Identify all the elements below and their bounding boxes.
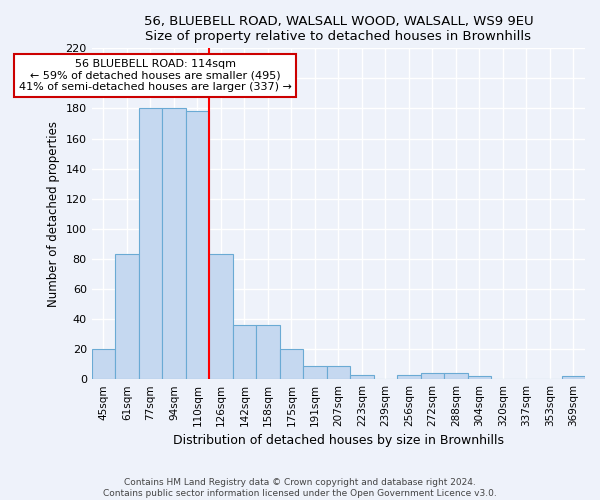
- Bar: [397, 374, 421, 379]
- Bar: [467, 376, 491, 379]
- Bar: [92, 349, 115, 379]
- Bar: [326, 366, 350, 379]
- Bar: [139, 108, 162, 379]
- Bar: [209, 254, 233, 379]
- Bar: [162, 108, 185, 379]
- Bar: [303, 366, 326, 379]
- Bar: [444, 373, 467, 379]
- Bar: [185, 112, 209, 379]
- X-axis label: Distribution of detached houses by size in Brownhills: Distribution of detached houses by size …: [173, 434, 504, 448]
- Bar: [256, 325, 280, 379]
- Bar: [421, 373, 444, 379]
- Bar: [233, 325, 256, 379]
- Bar: [562, 376, 585, 379]
- Bar: [350, 374, 374, 379]
- Text: 56 BLUEBELL ROAD: 114sqm
← 59% of detached houses are smaller (495)
41% of semi-: 56 BLUEBELL ROAD: 114sqm ← 59% of detach…: [19, 59, 292, 92]
- Title: 56, BLUEBELL ROAD, WALSALL WOOD, WALSALL, WS9 9EU
Size of property relative to d: 56, BLUEBELL ROAD, WALSALL WOOD, WALSALL…: [143, 15, 533, 43]
- Text: Contains HM Land Registry data © Crown copyright and database right 2024.
Contai: Contains HM Land Registry data © Crown c…: [103, 478, 497, 498]
- Bar: [280, 349, 303, 379]
- Y-axis label: Number of detached properties: Number of detached properties: [47, 121, 60, 307]
- Bar: [115, 254, 139, 379]
